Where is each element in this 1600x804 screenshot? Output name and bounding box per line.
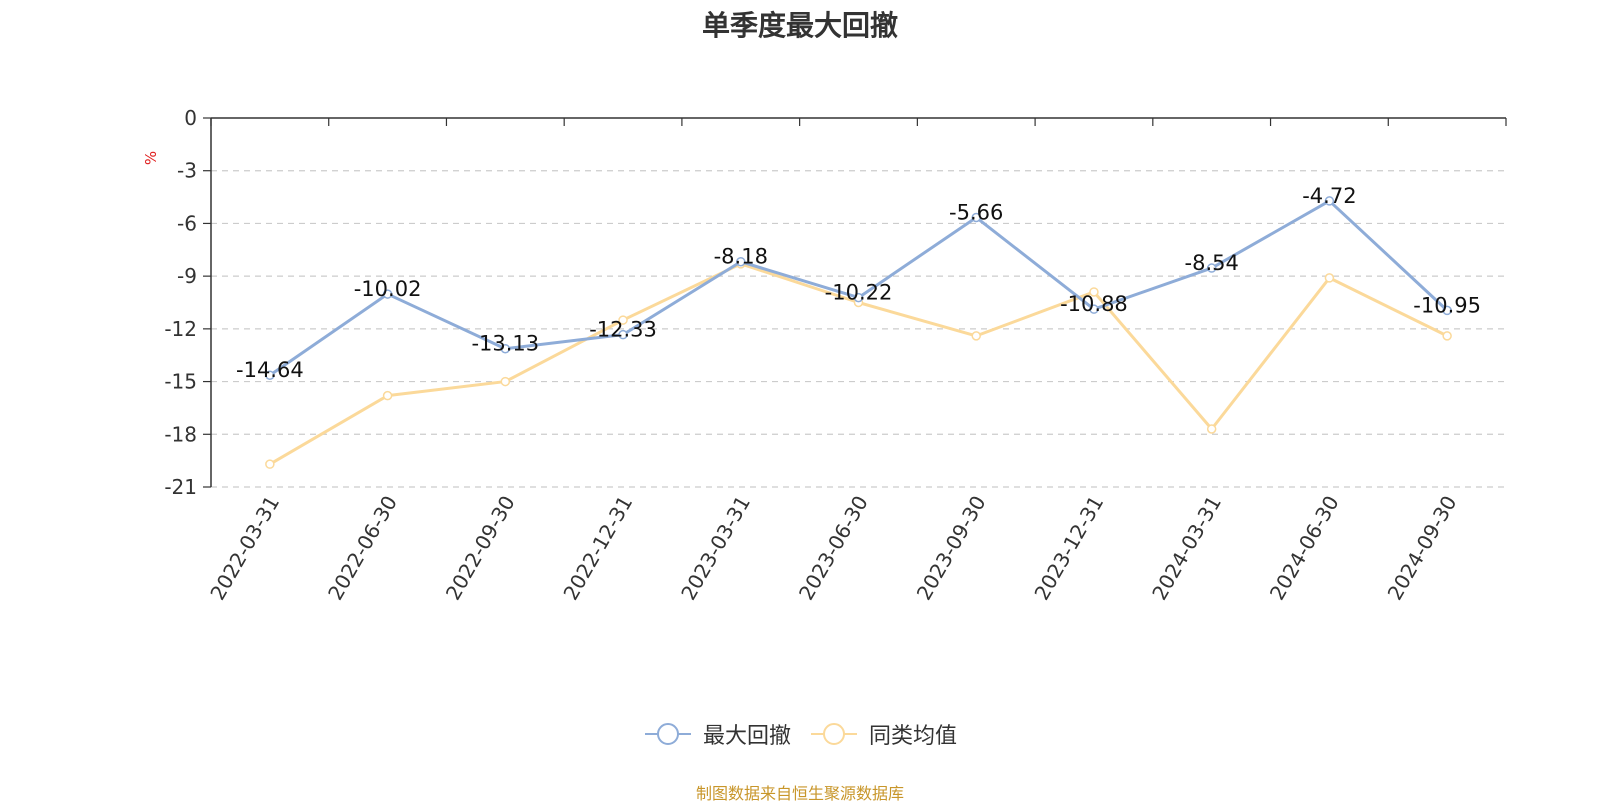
data-point-max-drawdown (1089, 304, 1099, 314)
y-tick-label: -12 (164, 317, 197, 341)
x-tick-label: 2022-09-30 (441, 492, 520, 605)
data-point-max-drawdown (1206, 263, 1217, 273)
legend-marker-peer-average (811, 723, 857, 745)
data-point-peer-average (1442, 331, 1452, 341)
data-point-max-drawdown (618, 329, 628, 340)
x-tick-label: 2023-03-31 (676, 492, 755, 605)
data-point-max-drawdown (1442, 305, 1452, 316)
x-tick-label: 2022-06-30 (323, 492, 402, 605)
data-label: -4.72 (1302, 184, 1356, 208)
legend-label-peer-average: 同类均值 (869, 724, 958, 749)
legend: 最大回撤 同类均值 (0, 718, 1600, 750)
data-point-max-drawdown (736, 256, 746, 267)
data-label: -13.13 (471, 332, 539, 356)
data-point-peer-average (382, 390, 393, 401)
data-point-peer-average (618, 315, 628, 325)
data-point-peer-average (1324, 273, 1335, 283)
data-point-peer-average (1089, 287, 1099, 297)
y-tick-label: -9 (177, 264, 197, 288)
x-tick-label: 2022-12-31 (558, 492, 637, 605)
x-tick-label: 2022-03-31 (205, 492, 284, 605)
x-tick-label: 2023-06-30 (794, 492, 873, 605)
data-point-max-drawdown (500, 343, 511, 354)
data-point-peer-average (500, 376, 511, 387)
x-tick-label: 2023-12-31 (1029, 492, 1108, 605)
data-point-max-drawdown (382, 289, 393, 299)
data-label: -10.02 (354, 277, 422, 301)
legend-item-peer-average[interactable]: 同类均值 (809, 718, 957, 750)
data-label: -10.88 (1060, 292, 1128, 316)
y-axis-unit: % (142, 151, 160, 165)
x-tick-label: 2024-09-30 (1383, 492, 1462, 605)
data-point-peer-average (971, 331, 981, 341)
data-point-max-drawdown (853, 292, 864, 303)
data-label: -5.66 (949, 200, 1003, 224)
data-label: -14.64 (236, 358, 304, 382)
data-point-max-drawdown (1324, 196, 1335, 206)
y-tick-label: -3 (177, 159, 197, 183)
x-tick-label: 2024-06-30 (1265, 492, 1344, 605)
data-point-max-drawdown (971, 212, 981, 223)
y-tick-label: -18 (164, 422, 197, 446)
y-tick-label: -6 (177, 211, 197, 235)
data-point-max-drawdown (265, 370, 275, 380)
data-point-peer-average (1206, 424, 1217, 434)
legend-label-max-drawdown: 最大回撤 (702, 724, 791, 749)
data-label: -12.33 (589, 318, 657, 342)
data-label: -8.18 (714, 245, 768, 269)
source-note: 制图数据来自恒生聚源数据库 (695, 784, 904, 803)
y-tick-label: -15 (164, 370, 197, 394)
x-tick-label: 2024-03-31 (1147, 492, 1226, 605)
y-tick-label: 0 (184, 106, 197, 130)
legend-item-max-drawdown[interactable]: 最大回撤 (643, 718, 791, 750)
y-tick-label: -21 (164, 475, 197, 499)
data-label: -10.95 (1413, 293, 1481, 317)
data-label: -10.22 (825, 281, 893, 305)
data-point-peer-average (265, 459, 275, 469)
legend-marker-max-drawdown (644, 723, 691, 745)
x-tick-label: 2023-09-30 (912, 492, 991, 605)
chart-title: 单季度最大回撤 (701, 9, 898, 42)
data-label: -8.54 (1185, 251, 1239, 275)
